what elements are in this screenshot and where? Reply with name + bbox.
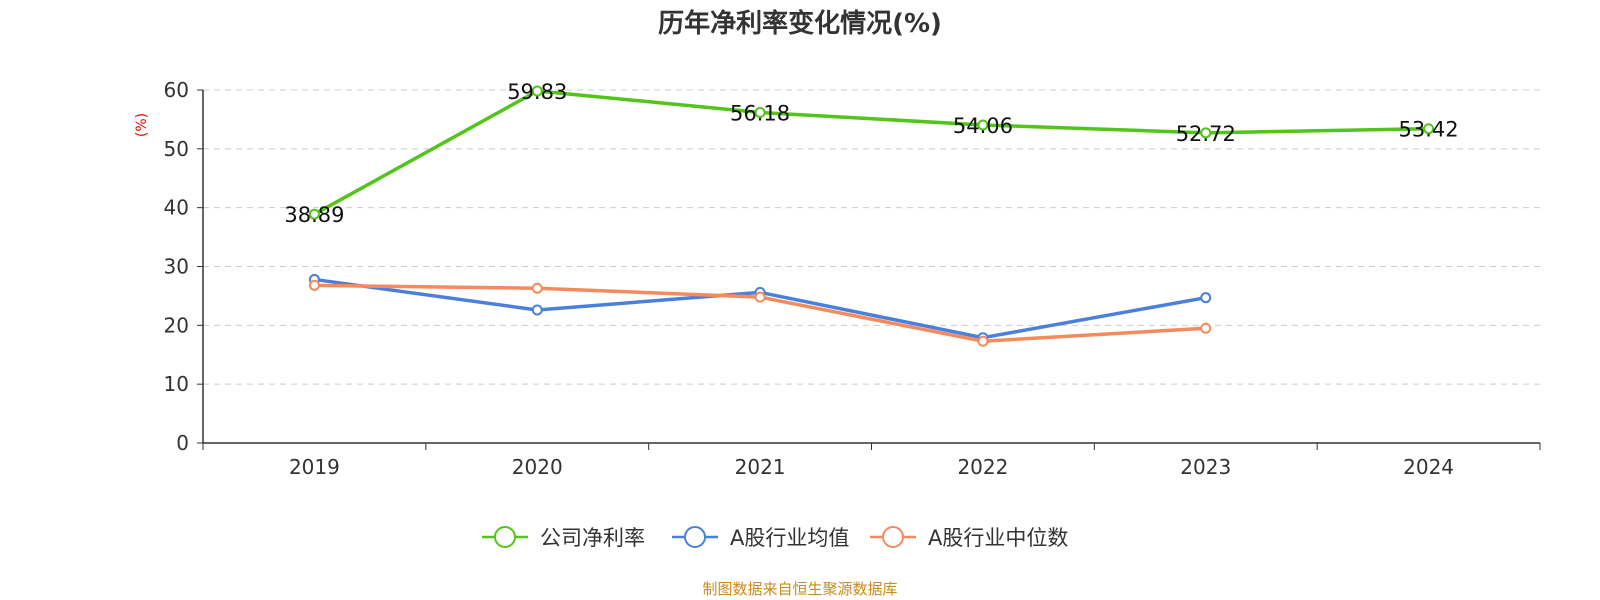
- data-label: 56.18: [730, 101, 790, 125]
- data-point: [308, 208, 320, 220]
- data-label: 52.72: [1176, 122, 1236, 146]
- legend-label: A股行业中位数: [928, 526, 1068, 550]
- data-point: [1200, 322, 1212, 334]
- x-tick-label: 2021: [735, 455, 786, 479]
- data-point: [531, 304, 543, 316]
- x-tick-label: 2022: [957, 455, 1008, 479]
- y-tick-label: 60: [164, 78, 189, 102]
- data-point: [531, 282, 543, 294]
- y-tick-label: 0: [176, 431, 189, 455]
- data-point: [754, 106, 766, 118]
- x-tick-label: 2020: [512, 455, 563, 479]
- series-line-1: [312, 89, 1431, 216]
- x-tick-label: 2019: [289, 455, 340, 479]
- legend-item-1[interactable]: 公司净利率: [482, 526, 645, 550]
- data-point: [977, 335, 989, 347]
- data-point: [1200, 127, 1212, 139]
- y-tick-label: 40: [164, 196, 189, 220]
- data-point: [1200, 292, 1212, 304]
- legend-label: A股行业均值: [730, 526, 849, 550]
- legend-swatch-marker: [494, 526, 516, 548]
- x-tick-label: 2024: [1403, 455, 1454, 479]
- data-label: 53.42: [1399, 118, 1459, 142]
- chart-title: 历年净利率变化情况(%): [658, 8, 942, 39]
- series: [308, 85, 1435, 347]
- data-point: [754, 291, 766, 303]
- legend-item-2[interactable]: A股行业均值: [672, 526, 849, 550]
- data-label: 54.06: [953, 114, 1013, 138]
- y-axis-unit: (%): [134, 113, 150, 137]
- data-point: [308, 279, 320, 291]
- y-tick-label: 30: [164, 255, 189, 279]
- y-tick-label: 10: [164, 372, 189, 396]
- legend-swatch-marker: [882, 526, 904, 548]
- legend-label: 公司净利率: [540, 526, 645, 550]
- legend[interactable]: 公司净利率 A股行业均值 A股行业中位数: [482, 526, 1068, 550]
- data-source-note: 制图数据来自恒生聚源数据库: [702, 580, 897, 598]
- data-label: 59.83: [507, 80, 567, 104]
- axes: 0 10 20 30 40 50 60 2019 2020 2021 2022 2023 2024: [164, 78, 1541, 479]
- data-point: [531, 85, 543, 97]
- legend-item-3[interactable]: A股行业中位数: [870, 526, 1068, 550]
- data-label: 38.89: [284, 203, 344, 227]
- legend-swatch-marker: [684, 526, 706, 548]
- data-point: [1423, 123, 1435, 135]
- y-tick-label: 20: [164, 313, 189, 337]
- grid: [203, 89, 1540, 385]
- y-tick-label: 50: [164, 137, 189, 161]
- data-labels: 38.89 59.83 56.18 54.06 52.72 53.42: [284, 80, 1458, 227]
- data-point: [977, 119, 989, 131]
- x-tick-label: 2023: [1180, 455, 1231, 479]
